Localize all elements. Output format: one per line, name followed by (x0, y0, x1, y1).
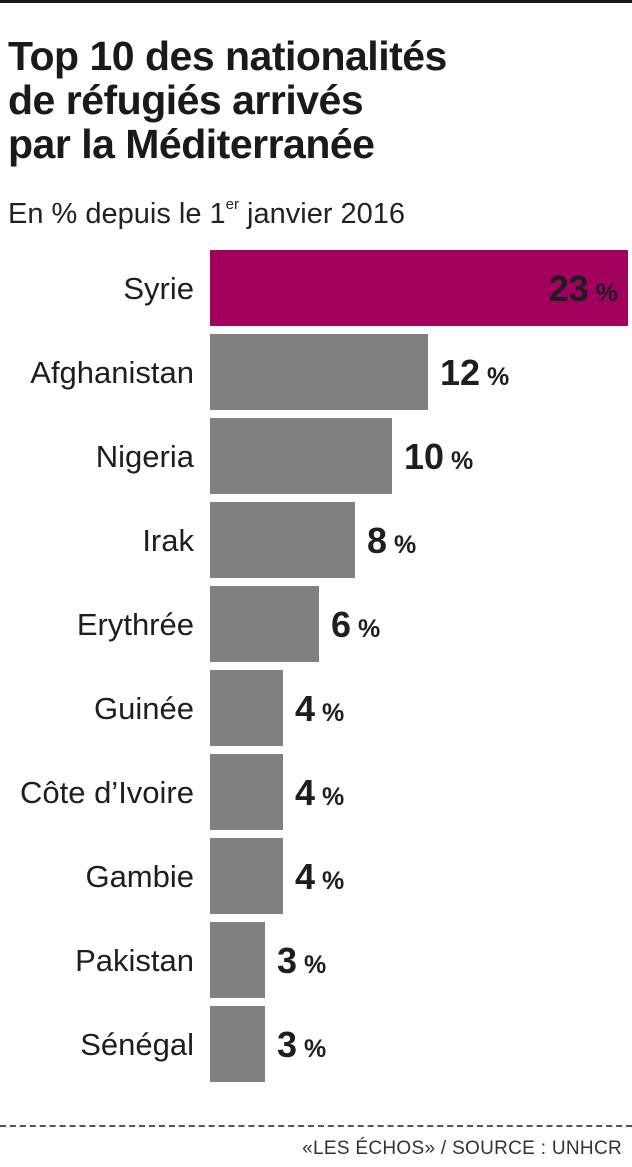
value-label-cote-d-ivoire: 4 % (295, 772, 344, 813)
bar-cote-d-ivoire (210, 754, 283, 830)
bar-irak (210, 502, 355, 578)
bar-pakistan (210, 922, 265, 998)
value-label-syrie: 23 % (549, 268, 618, 309)
value-label-guinee: 4 % (295, 688, 344, 729)
bar-erythree (210, 586, 319, 662)
category-label-erythree: Erythrée (77, 607, 194, 642)
bar-gambie (210, 838, 283, 914)
value-label-pakistan: 3 % (277, 940, 326, 981)
category-label-syrie: Syrie (123, 271, 194, 306)
category-label-cote-d-ivoire: Côte d’Ivoire (20, 775, 194, 810)
value-label-afghanistan: 12 % (440, 352, 509, 393)
footer-divider (0, 1125, 632, 1127)
chart-title-line-1: Top 10 des nationalités (8, 33, 447, 79)
chart-subtitle: En % depuis le 1er janvier 2016 (8, 196, 405, 232)
category-label-afghanistan: Afghanistan (30, 355, 194, 390)
category-label-irak: Irak (142, 523, 194, 558)
chart-subtitle-superscript: er (225, 196, 239, 213)
bar-senegal (210, 1006, 265, 1082)
value-label-gambie: 4 % (295, 856, 344, 897)
value-label-senegal: 3 % (277, 1024, 326, 1065)
bar-guinee (210, 670, 283, 746)
source-credit: «LES ÉCHOS» / SOURCE : UNHCR (302, 1138, 622, 1159)
category-label-nigeria: Nigeria (96, 439, 195, 474)
chart-subtitle-date: janvier 2016 (239, 198, 406, 230)
chart-title-line-3: par la Méditerranée (8, 121, 375, 167)
bar-afghanistan (210, 334, 428, 410)
bar-syrie (210, 250, 628, 326)
bar-nigeria (210, 418, 392, 494)
category-label-pakistan: Pakistan (75, 943, 194, 978)
chart-title-line-2: de réfugiés arrivés (8, 77, 364, 123)
value-label-irak: 8 % (367, 520, 416, 561)
category-label-gambie: Gambie (85, 859, 194, 894)
value-label-erythree: 6 % (331, 604, 380, 645)
top-rule (0, 0, 632, 3)
bar-chart: Syrie 23 % Afghanistan 12 % Nigeria 10 % Irak 8… (20, 250, 628, 1082)
category-label-senegal: Sénégal (80, 1027, 194, 1062)
chart-title: Top 10 des nationalités de réfugiés arri… (8, 34, 628, 166)
value-label-nigeria: 10 % (404, 436, 473, 477)
category-label-guinee: Guinée (94, 691, 194, 726)
chart-subtitle-text: En % depuis le 1 (8, 198, 226, 230)
